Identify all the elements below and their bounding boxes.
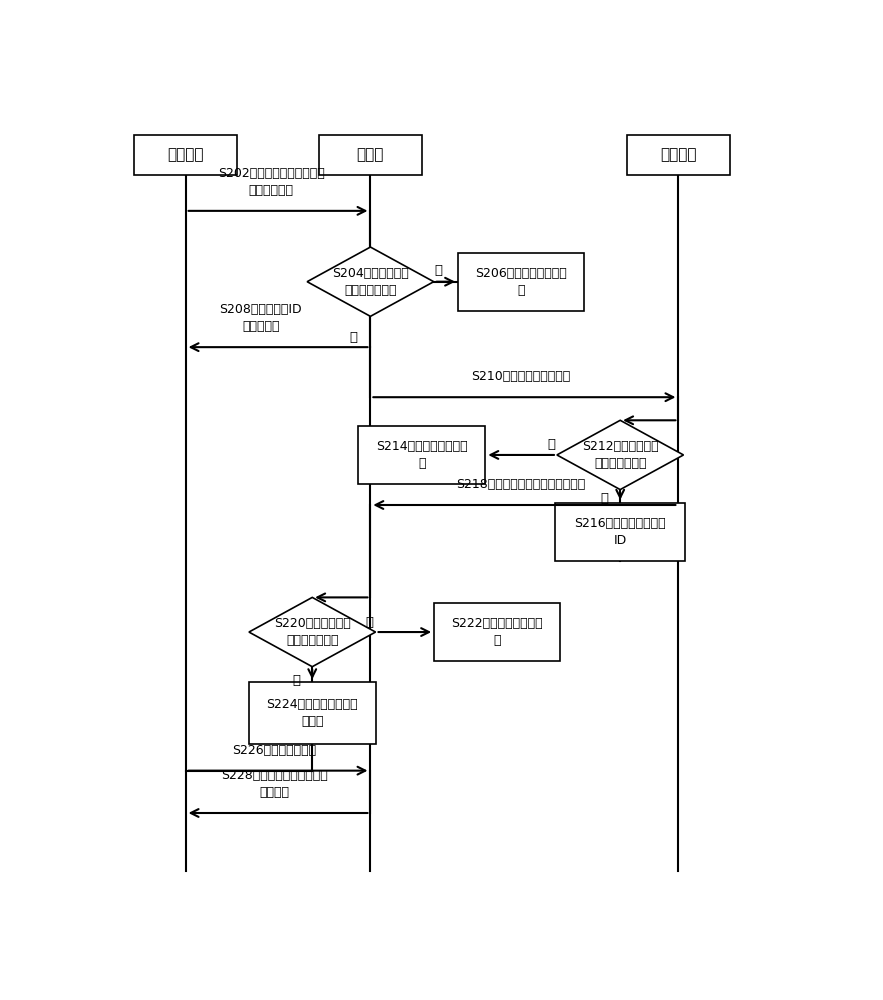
FancyBboxPatch shape [358,426,485,484]
Text: 亲友手机: 亲友手机 [168,147,204,162]
Text: 否: 否 [365,616,373,629]
Text: 否: 否 [547,438,555,451]
FancyBboxPatch shape [555,503,685,561]
Text: S204、判断状态修
改消息是否合法: S204、判断状态修 改消息是否合法 [332,267,409,297]
Polygon shape [307,247,434,316]
Text: 否: 否 [434,264,443,277]
FancyBboxPatch shape [319,135,422,175]
Text: S214、忽略状态修改消
息: S214、忽略状态修改消 息 [376,440,468,470]
FancyBboxPatch shape [627,135,729,175]
Text: 是: 是 [350,331,358,344]
Text: S220、判断状态修
改请求是否合法: S220、判断状态修 改请求是否合法 [274,617,351,647]
Text: S228、发送修改执行情况至
亲友手机: S228、发送修改执行情况至 亲友手机 [222,769,328,799]
Text: S222、忽略状态修改请
求: S222、忽略状态修改请 求 [451,617,543,647]
FancyBboxPatch shape [434,603,561,661]
Text: 服务器: 服务器 [357,147,384,162]
FancyBboxPatch shape [249,682,375,744]
Text: S218、发送状态修改请求至服务器: S218、发送状态修改请求至服务器 [457,478,585,491]
Text: S206、忽略状态修改消
息: S206、忽略状态修改消 息 [475,267,567,297]
Text: 是: 是 [600,492,608,505]
FancyBboxPatch shape [457,253,585,311]
Text: S212、判断状态修
改消息是否合法: S212、判断状态修 改消息是否合法 [582,440,659,470]
FancyBboxPatch shape [134,135,237,175]
Text: 是: 是 [292,674,300,687]
Text: S202、发送状态修改消息，
标记手机被盗: S202、发送状态修改消息， 标记手机被盗 [218,167,325,197]
Polygon shape [249,597,375,667]
Text: S210、转发状态修改消息: S210、转发状态修改消息 [472,370,570,383]
Polygon shape [557,420,683,490]
Text: S226、发送查询请求: S226、发送查询请求 [232,744,317,757]
Text: S208、发送任务ID
至亲友手机: S208、发送任务ID 至亲友手机 [220,303,302,333]
Text: S216、获取自身的硬件
ID: S216、获取自身的硬件 ID [574,517,666,547]
Text: 被盗手机: 被盗手机 [660,147,697,162]
Text: S224、执行修改状态信
息操作: S224、执行修改状态信 息操作 [267,698,358,728]
